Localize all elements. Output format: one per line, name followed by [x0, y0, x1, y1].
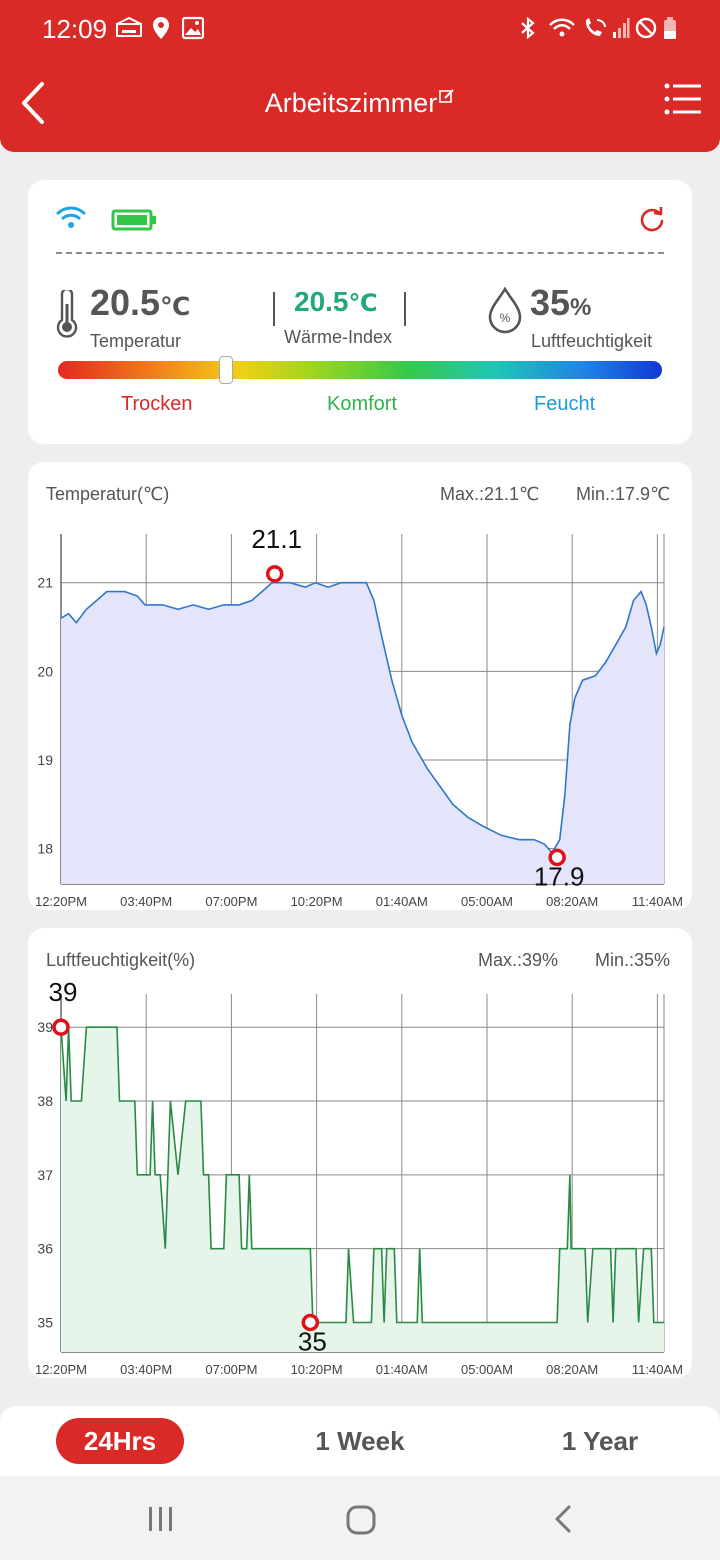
humidity-label: Luftfeuchtigkeit [531, 331, 653, 351]
thermometer-icon [56, 290, 78, 338]
tab-24hrs[interactable]: 24Hrs [56, 1418, 184, 1464]
status-bar: 12:09 [0, 0, 720, 58]
humidity-drop-icon: % [488, 286, 522, 334]
tab-1-year[interactable]: 1 Year [561, 1426, 639, 1456]
y-tick-label: 18 [37, 841, 53, 857]
y-tick-label: 20 [37, 663, 53, 679]
y-tick-label: 35 [37, 1314, 53, 1330]
back-button[interactable] [12, 78, 52, 128]
zone-comfort-label: Komfort [327, 393, 398, 415]
max-marker [52, 1018, 70, 1036]
status-time: 12:09 [42, 14, 108, 44]
temperature-label: Temperatur [90, 331, 182, 351]
comfort-scale [58, 361, 662, 379]
x-tick-label: 12:20PM [35, 1362, 87, 1377]
y-tick-label: 39 [37, 1019, 53, 1035]
humidity-value: 35% [530, 282, 592, 323]
humidity-chart[interactable]: 12:20PM 03:40PM 07:00PM 10:20PM 01:40AM 05:00… [28, 928, 692, 1378]
page-title[interactable]: Arbeitszimmer [0, 88, 720, 119]
zone-dry-label: Trocken [121, 393, 193, 415]
y-tick-label: 36 [37, 1241, 53, 1257]
y-tick-label: 37 [37, 1167, 53, 1183]
summary-card: 20.5℃ Temperatur 20.5℃ Wärme-Index % 35%… [28, 180, 692, 444]
min-marker-label: 35 [298, 1326, 327, 1356]
battery-full-icon [111, 209, 156, 231]
separator [273, 292, 275, 326]
chart-title: Temperatur(℃) [46, 484, 170, 504]
x-tick-label: 10:20PM [291, 894, 343, 909]
wifi-icon [55, 206, 87, 228]
tab-1-week[interactable]: 1 Week [315, 1426, 405, 1456]
temperature-unit: ℃ [160, 293, 191, 321]
x-tick-label: 07:00PM [205, 1362, 257, 1377]
series-area [61, 1027, 664, 1352]
chart-title: Luftfeuchtigkeit(%) [46, 950, 196, 970]
series-area [61, 582, 664, 884]
humidity-chart-card: Luftfeuchtigkeit(%) Max.:39% Min.:35% 12… [28, 928, 692, 1378]
max-marker [265, 565, 284, 583]
wifi-icon [549, 18, 575, 37]
min-marker [548, 848, 566, 867]
x-tick-label: 11:40AM [632, 1362, 683, 1377]
x-tick-label: 03:40PM [120, 894, 172, 909]
gallery-icon [182, 16, 204, 40]
bluetooth-icon [521, 16, 535, 40]
y-tick-label: 21 [37, 575, 53, 591]
temperature-chart-card: Temperatur(℃) Max.:21.1℃ Min.:17.9℃ 12:2… [28, 462, 692, 910]
chart-min-label: Min.:35% [595, 950, 671, 970]
edit-icon[interactable] [439, 88, 455, 104]
y-tick-label: 38 [37, 1093, 53, 1109]
min-marker-label: 17.9 [534, 861, 585, 891]
x-tick-label: 10:20PM [291, 1362, 343, 1377]
heat-index-unit: ℃ [348, 290, 378, 317]
refresh-button[interactable] [638, 206, 666, 234]
system-nav-bar [0, 1476, 720, 1560]
y-tick-label: 19 [37, 752, 53, 768]
x-tick-label: 03:40PM [120, 1362, 172, 1377]
series-line [60, 581, 665, 855]
x-tick-label: 12:20PM [35, 894, 87, 909]
x-tick-label: 11:40AM [632, 894, 683, 909]
app-header-bar: 12:09 [0, 0, 720, 152]
humidity-unit: % [570, 294, 592, 321]
x-tick-label: 08:20AM [546, 894, 598, 909]
chart-max-label: Max.:39% [478, 950, 559, 970]
do-not-disturb-icon [635, 17, 657, 39]
chart-min-label: Min.:17.9℃ [576, 484, 671, 504]
x-tick-label: 05:00AM [461, 1362, 513, 1377]
range-tabs: 24Hrs 1 Week 1 Year [0, 1406, 720, 1476]
x-tick-label: 05:00AM [461, 894, 513, 909]
header: Arbeitszimmer [0, 58, 720, 152]
recent-apps-button[interactable] [146, 1504, 176, 1534]
x-tick-label: 01:40AM [376, 1362, 428, 1377]
max-marker-label: 21.1 [251, 524, 302, 554]
system-back-button[interactable] [552, 1504, 574, 1534]
zone-humid-label: Feucht [534, 393, 596, 415]
heat-index-value: 20.5℃ [294, 286, 378, 317]
temperature-chart[interactable]: 12:20PM 03:40PM 07:00PM 10:20PM 01:40AM 05:00… [28, 462, 692, 910]
divider [56, 252, 664, 254]
chart-max-label: Max.:21.1℃ [440, 484, 540, 504]
separator [404, 292, 406, 326]
min-marker [301, 1313, 320, 1332]
temperature-value: 20.5℃ [90, 282, 191, 323]
battery-low-icon [664, 17, 676, 39]
heat-index-label: Wärme-Index [284, 327, 393, 347]
page-title-text: Arbeitszimmer [264, 88, 438, 118]
menu-list-icon[interactable] [664, 82, 702, 116]
signal-icon [613, 18, 630, 38]
home-button[interactable] [345, 1504, 377, 1536]
comfort-indicator [219, 356, 233, 384]
location-icon [153, 17, 169, 39]
max-marker-label: 39 [49, 977, 78, 1007]
wifi-call-icon [585, 18, 606, 36]
x-tick-label: 01:40AM [376, 894, 428, 909]
x-tick-label: 07:00PM [205, 894, 257, 909]
app-notification-icon [116, 16, 142, 37]
svg-text:%: % [500, 311, 511, 325]
x-tick-label: 08:20AM [546, 1362, 598, 1377]
